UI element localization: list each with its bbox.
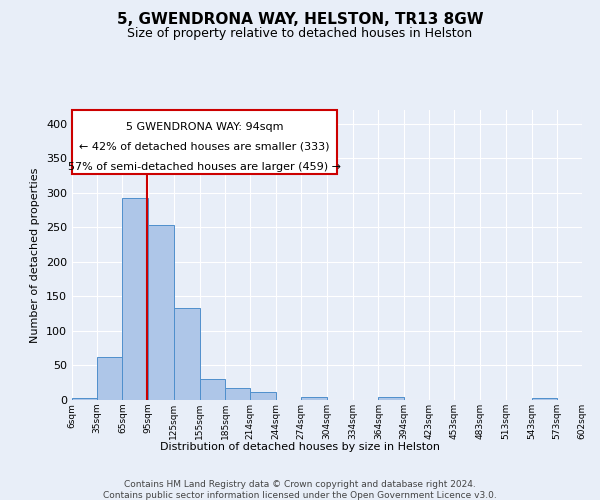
Bar bbox=[532, 398, 557, 400]
Bar bbox=[199, 378, 225, 400]
Bar bbox=[97, 357, 122, 400]
Bar bbox=[174, 308, 199, 400]
Bar bbox=[72, 398, 97, 400]
Text: 5 GWENDRONA WAY: 94sqm: 5 GWENDRONA WAY: 94sqm bbox=[126, 122, 283, 132]
Text: ← 42% of detached houses are smaller (333): ← 42% of detached houses are smaller (33… bbox=[79, 142, 330, 152]
Bar bbox=[379, 397, 404, 400]
Text: Size of property relative to detached houses in Helston: Size of property relative to detached ho… bbox=[127, 28, 473, 40]
Text: 57% of semi-detached houses are larger (459) →: 57% of semi-detached houses are larger (… bbox=[68, 162, 341, 172]
Bar bbox=[148, 224, 174, 400]
Text: 5, GWENDRONA WAY, HELSTON, TR13 8GW: 5, GWENDRONA WAY, HELSTON, TR13 8GW bbox=[116, 12, 484, 28]
Bar bbox=[225, 388, 250, 400]
Bar bbox=[301, 397, 327, 400]
Text: Distribution of detached houses by size in Helston: Distribution of detached houses by size … bbox=[160, 442, 440, 452]
Text: Contains public sector information licensed under the Open Government Licence v3: Contains public sector information licen… bbox=[103, 491, 497, 500]
Bar bbox=[250, 392, 275, 400]
Y-axis label: Number of detached properties: Number of detached properties bbox=[31, 168, 40, 342]
Bar bbox=[122, 198, 148, 400]
FancyBboxPatch shape bbox=[72, 110, 337, 174]
Text: Contains HM Land Registry data © Crown copyright and database right 2024.: Contains HM Land Registry data © Crown c… bbox=[124, 480, 476, 489]
